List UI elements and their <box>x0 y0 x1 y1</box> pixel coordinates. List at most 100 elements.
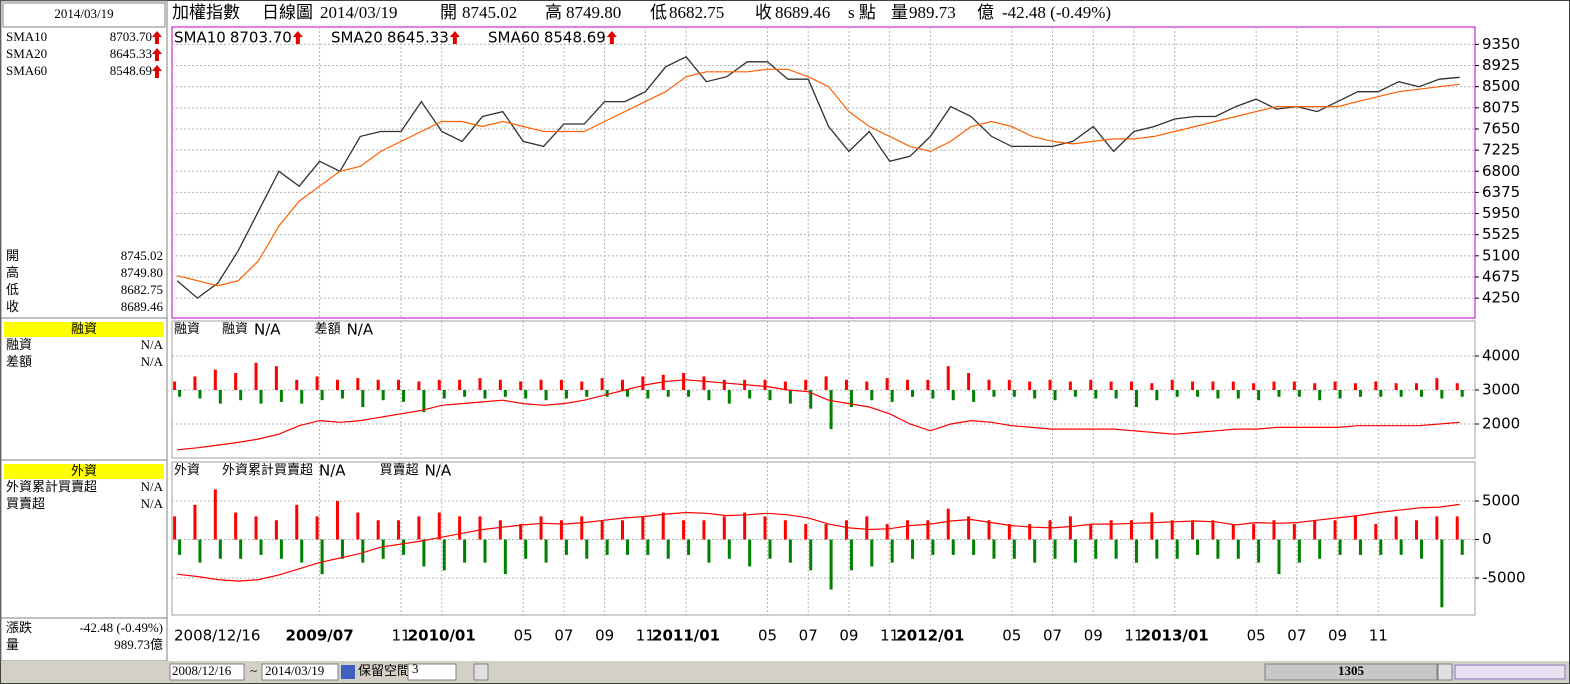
scroll-right[interactable] <box>1437 663 1453 681</box>
x-tick-label: 11 <box>1369 627 1388 645</box>
legend-value: 8703.70 <box>230 29 292 47</box>
reserve-icon[interactable] <box>341 665 355 679</box>
flow-bar <box>687 539 691 555</box>
legend-value: N/A <box>254 321 281 339</box>
legend-name: SMA10 <box>174 29 226 47</box>
unit: s 點 <box>848 3 876 22</box>
x-tick-label: 09 <box>1328 627 1347 645</box>
flow-bar <box>987 379 991 391</box>
flow-bar <box>1170 520 1174 540</box>
up-arrow <box>152 65 162 78</box>
flow-bar <box>1277 539 1281 575</box>
legend-value: 8645.33 <box>110 46 152 61</box>
data-line <box>177 379 1460 451</box>
reserve-value: 3 <box>412 661 419 676</box>
flow-bar <box>1109 520 1113 540</box>
flow-bar <box>682 373 686 391</box>
legend-name: 外資累計買賣超 <box>222 462 313 477</box>
flow-bar <box>666 539 670 559</box>
flow-bar <box>1318 539 1322 559</box>
flow-bar <box>661 512 665 540</box>
flow-bar <box>524 390 528 399</box>
flow-bar <box>972 539 976 555</box>
flow-bar <box>218 539 222 559</box>
flow-bar <box>865 516 869 540</box>
x-tick-label: 05 <box>758 627 777 645</box>
flow-bar <box>1460 390 1464 397</box>
y-tick-label: 3000 <box>1482 381 1520 399</box>
flow-bar <box>844 379 848 391</box>
y-tick-label: 8925 <box>1482 56 1520 74</box>
flow-bar <box>1231 381 1235 391</box>
flow-bar <box>376 520 380 540</box>
flow-bar <box>1053 390 1057 401</box>
flow-bar <box>539 379 543 391</box>
flow-bar <box>483 539 487 563</box>
low-value: 8682.75 <box>121 282 163 297</box>
data-line <box>176 68 1460 287</box>
legend-name: SMA20 <box>331 29 383 47</box>
flow-bar <box>361 539 365 563</box>
scroll-thumb[interactable] <box>1264 663 1438 681</box>
chart-kind: 日線圖 <box>262 3 313 22</box>
flow-bar <box>824 376 828 391</box>
flow-bar <box>722 516 726 540</box>
legend-name: 外資累計買賣超 <box>6 479 97 494</box>
reserve-box[interactable] <box>407 663 457 681</box>
flow-bar <box>1318 390 1322 401</box>
flow-bar <box>340 390 344 399</box>
end-date: 2014/03/19 <box>265 663 324 678</box>
legend-name: 差額 <box>315 321 341 336</box>
flow-bar <box>340 539 344 559</box>
flow-bar <box>1109 381 1113 391</box>
flow-bar <box>519 381 523 391</box>
flow-bar <box>1338 539 1342 555</box>
flow-bar <box>1068 381 1072 391</box>
legend-value: N/A <box>319 462 346 480</box>
y-tick-label: 0 <box>1482 530 1492 548</box>
flow-bar <box>1399 539 1403 555</box>
flow-bar <box>885 524 889 540</box>
scroll-left[interactable] <box>473 663 489 681</box>
flow-bar <box>442 390 446 399</box>
low-label: 低 <box>650 3 667 22</box>
flow-bar <box>890 390 894 402</box>
section-header <box>4 322 164 337</box>
start-date-box[interactable] <box>169 663 245 681</box>
flow-bar <box>320 390 324 401</box>
low-value: 8682.75 <box>669 3 724 22</box>
flow-bar <box>1196 539 1200 555</box>
flow-bar <box>743 512 747 540</box>
change-value: -42.48 (-0.49%) <box>80 620 163 635</box>
flow-bar <box>1007 524 1011 540</box>
flow-bar <box>1236 539 1240 559</box>
volume-label: 量 <box>6 637 19 652</box>
y-tick-label: 8075 <box>1482 98 1520 116</box>
flow-bar <box>605 539 609 555</box>
flow-bar <box>300 539 304 563</box>
flow-bar <box>783 381 787 391</box>
flow-bar <box>1033 390 1037 399</box>
y-tick-label: 2000 <box>1482 415 1520 433</box>
flow-bar <box>829 390 833 430</box>
date-box <box>2 2 166 28</box>
flow-bar <box>788 390 792 404</box>
flow-bar <box>727 390 731 404</box>
up-arrow <box>449 31 460 44</box>
flow-bar <box>335 379 339 391</box>
flow-bar <box>361 390 365 408</box>
flow-bar <box>559 520 563 540</box>
flow-bar <box>381 390 385 401</box>
flow-bar <box>849 390 853 408</box>
flow-bar <box>478 378 482 391</box>
tool-icons[interactable] <box>1454 664 1566 680</box>
close-value: 8689.46 <box>775 3 830 22</box>
flow-bar <box>213 369 217 391</box>
flow-bar <box>1435 378 1439 391</box>
flow-bar <box>931 390 935 399</box>
flow-bar <box>198 390 202 399</box>
end-date-box[interactable] <box>261 663 339 681</box>
flow-bar <box>600 378 604 391</box>
flow-bar <box>376 379 380 391</box>
flow-bar <box>1353 516 1357 540</box>
